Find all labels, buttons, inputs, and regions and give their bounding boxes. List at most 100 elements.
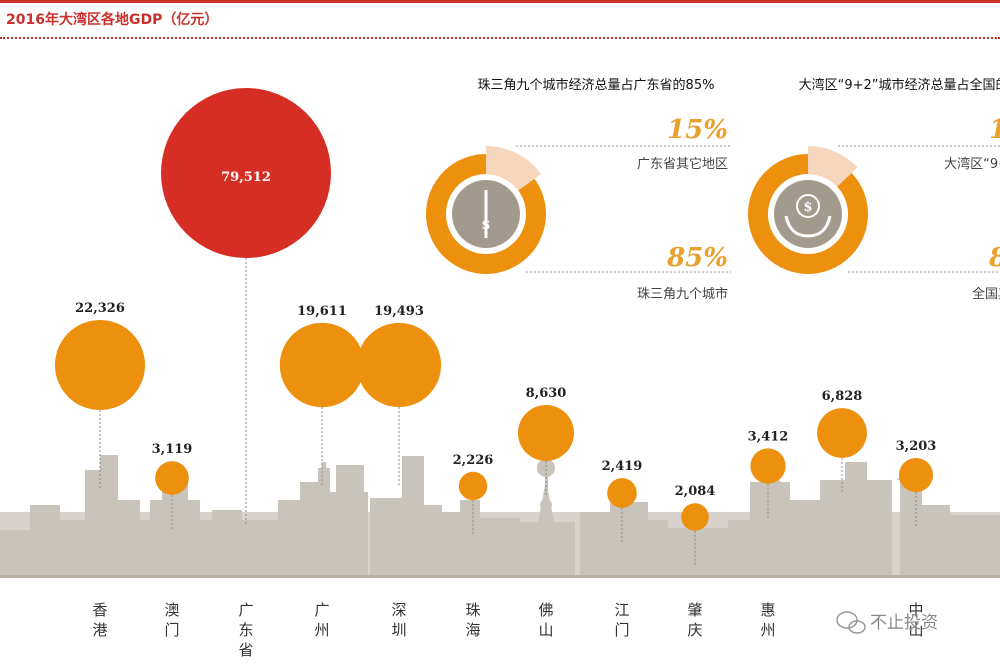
skyline-building (100, 455, 118, 575)
bubble-value-label: 19,493 (374, 304, 424, 319)
bubble-value-label: 79,512 (221, 170, 271, 185)
skyline-building (750, 482, 790, 575)
ring-chart-title: 珠三角九个城市经济总量占广东省的85% (478, 77, 715, 93)
city-label-char: 珠 (465, 601, 480, 619)
skyline-building (278, 500, 300, 575)
top-rule (0, 0, 1000, 3)
hands-dollar-icon (796, 194, 820, 218)
ring-large-percent: 85% (666, 243, 728, 273)
bubble-value-label: 2,419 (602, 459, 643, 474)
gdp-bubble-3 (279, 322, 365, 408)
ring-small-label: 广东省其它地区 (637, 156, 728, 172)
city-label-char: 州 (760, 621, 775, 639)
gdp-bubble-0 (54, 319, 146, 411)
city-label-char: 佛 (538, 601, 553, 619)
ring-large-percent: 87% (988, 243, 1000, 273)
skyline-building (85, 470, 100, 575)
city-label-char: 东 (238, 621, 253, 639)
skyline-building (140, 520, 215, 575)
bubble-value-label: 3,203 (896, 439, 937, 454)
city-label-char: 港 (92, 621, 107, 639)
ring-icon-disc (774, 180, 842, 248)
skyline-building (118, 500, 140, 575)
skyline-building (480, 518, 520, 575)
city-label-char: 深 (391, 601, 406, 619)
skyline-building (867, 480, 892, 575)
city-labels: 香港 澳门 广东省 广州 深圳 珠海 佛山 江门 肇庆 惠州 中山 (92, 601, 923, 659)
gdp-bubble-6 (517, 404, 575, 462)
city-label-char: 门 (614, 621, 629, 639)
watermark-text: 不止投资 (870, 613, 938, 633)
city-label-char: 澳 (164, 601, 179, 619)
bubble-value-label: 2,084 (675, 484, 716, 499)
wechat-icon-bubble (848, 620, 866, 634)
skyline-building (580, 512, 610, 575)
skyline-building (610, 502, 648, 575)
ring-small-label: 大湾区“9+2”城市 (944, 156, 1000, 172)
skyline-building (30, 505, 60, 575)
skyline-building (242, 520, 278, 575)
city-label-char: 山 (908, 621, 923, 639)
ring-small-percent: 13% (989, 115, 1000, 145)
zhongshan-pagoda (902, 480, 922, 575)
wechat-icon (836, 611, 858, 629)
skyline-building (402, 456, 424, 575)
hands-dollar-icon-hands (784, 215, 832, 238)
gdp-bubble-5 (458, 471, 488, 501)
bubble-value-label: 3,119 (152, 442, 193, 457)
bubble-value-label: 2,226 (453, 453, 494, 468)
foshan-tower-ball (537, 459, 555, 477)
ground-line (0, 575, 1000, 578)
skyline-building (60, 520, 85, 575)
bubble-value-label: 3,412 (748, 429, 789, 444)
page-title: 2016年大湾区各地GDP（亿元） (6, 12, 219, 28)
skyline-building (920, 505, 950, 575)
city-label-char: 中 (908, 601, 923, 619)
bubble-value-label: 22,326 (75, 301, 125, 316)
skyline-building (370, 498, 402, 575)
skyline-building (300, 482, 318, 575)
skyline-building (212, 510, 242, 575)
gdp-bubble-7 (607, 478, 637, 508)
city-label-char: 州 (314, 621, 329, 639)
gdp-bubble-8 (681, 503, 709, 531)
city-label-char: 惠 (760, 601, 775, 619)
skyline (0, 430, 1000, 578)
skyline-building (460, 500, 480, 575)
city-label-char: 广 (238, 601, 253, 619)
gdp-bubble-11 (898, 457, 934, 493)
ring-chart-title: 大湾区“9+2”城市经济总量占全国的13% (799, 77, 1000, 93)
city-label-char: 山 (538, 621, 553, 639)
gdp-bubble-1 (155, 461, 189, 495)
foshan-tower-legs (528, 480, 564, 575)
skyline-building (648, 520, 668, 575)
city-label-char: 海 (465, 621, 480, 639)
gdp-bubble-10 (817, 408, 867, 458)
gdp-bubble-4 (356, 322, 442, 408)
skyline-building (728, 520, 750, 575)
bubble-value-label: 6,828 (822, 389, 863, 404)
skyline-building (0, 530, 30, 575)
watermark: 不止投资 (836, 611, 938, 634)
skyline-building (668, 528, 728, 575)
gdp-bubble-9 (750, 448, 786, 484)
ring-small-percent: 15% (667, 115, 728, 145)
skyline-building (336, 465, 364, 495)
city-label-char: 门 (164, 621, 179, 639)
city-label-char: 广 (314, 601, 329, 619)
ring-large-label: 全国其它地区 (972, 286, 1000, 302)
bubbles: 22,326 3,119 79,512 19,611 19,493 2,226 8,630 2… (54, 88, 937, 566)
city-label-char: 圳 (391, 621, 406, 639)
ring-small-share (808, 146, 858, 187)
header: 2016年大湾区各地GDP（亿元） (0, 0, 1000, 40)
ring-chart-2: 大湾区“9+2”城市经济总量占全国的13% $13% 大湾区“9+2”城市 87% 全国… (748, 77, 1000, 302)
city-label-char: 江 (614, 601, 629, 619)
gdp-bubble-2 (161, 88, 331, 258)
skyline-building (845, 462, 867, 575)
ring-small-share (486, 146, 542, 191)
skyline-building (424, 505, 442, 575)
skyline-building (790, 500, 820, 575)
dotted-divider (0, 37, 1000, 39)
guangzhou-tower (317, 462, 331, 575)
